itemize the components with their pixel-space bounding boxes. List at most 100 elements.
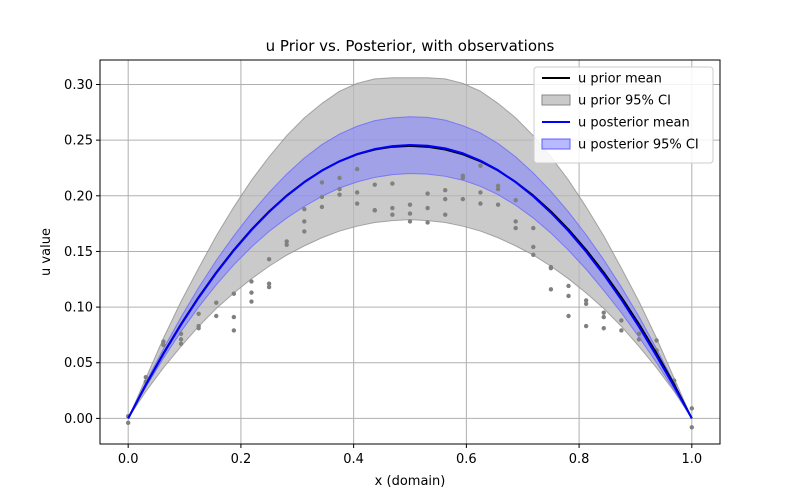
y-tick-label: 0.25 [64,134,93,149]
observation-point [302,229,307,234]
observation-point [689,425,695,430]
legend-label-u-prior-mean: u prior mean [578,72,662,87]
y-tick-label: 0.30 [64,78,93,93]
observation-point [425,191,430,196]
observation-point [214,313,219,319]
observation-point [390,181,395,186]
observation-point [161,342,166,348]
observation-point [478,163,483,168]
x-axis-ticks: 0.0 0.2 0.4 0.6 0.8 1.0 [118,444,702,467]
observation-point [425,220,430,225]
observation-point [196,323,201,329]
u-posterior-mean-line [127,144,693,419]
legend-swatch-u-prior-95-ci [541,94,571,106]
observation-point [284,242,289,247]
observation-point [636,337,642,342]
observation-point [337,186,342,192]
observation-point [495,186,501,192]
y-tick-label: 0.20 [64,189,93,204]
observation-point [319,180,325,185]
observation-point [249,290,254,295]
observation-point [354,166,360,172]
observation-point [619,318,624,323]
observation-point [178,337,184,342]
observation-point [583,301,589,306]
observation-point [601,314,606,320]
observation-point [636,331,642,337]
observation-point [231,328,237,333]
x-tick-label: 0.2 [231,452,252,467]
y-axis-ticks: 0.00 0.05 0.10 0.15 0.20 0.25 0.30 [64,78,100,427]
observation-point [601,326,606,331]
x-tick-label: 0.6 [456,452,477,467]
observation-point [443,196,448,202]
observation-point [566,313,571,319]
chart-title: u Prior vs. Posterior, with observations [266,37,555,55]
y-tick-label: 0.00 [64,412,93,427]
observation-point [460,173,466,178]
x-tick-label: 1.0 [681,452,702,467]
observation-point [161,339,166,344]
observation-point [443,188,448,193]
observation-point [302,219,307,224]
observation-point [337,192,342,197]
observation-point [354,190,360,195]
y-tick-label: 0.05 [64,356,93,371]
observation-point [689,406,695,411]
observation-point [583,323,589,329]
observation-point [407,202,413,207]
observation-point [178,341,184,347]
mean-lines [127,144,693,419]
observation-point [319,204,325,210]
observation-point [390,205,395,211]
observation-point [390,212,395,217]
observation-point [249,299,254,304]
observation-point [531,252,536,257]
legend-label-u-prior-95-ci: u prior 95% CI [578,94,671,109]
observation-point [566,283,571,289]
observation-point [196,311,201,316]
observation-point [214,300,219,305]
observation-point [495,183,501,188]
observation-point [495,202,501,207]
observation-point [425,205,430,211]
observation-point [443,212,448,217]
observation-point [478,201,483,206]
observation-point [407,211,413,216]
observation-point [178,331,184,337]
legend-swatch-u-posterior-95-ci [541,138,571,150]
observation-point [231,314,237,320]
x-tick-label: 0.4 [343,452,364,467]
observation-point [654,338,659,343]
y-axis-label: u value [39,228,54,276]
observation-point [266,257,272,262]
observation-point [513,198,518,203]
observation-point [354,201,360,206]
observation-point [460,196,466,202]
observation-point [548,287,554,292]
observation-point [143,375,148,380]
observation-point [319,194,325,200]
observation-point [478,190,483,195]
observation-point [266,284,272,290]
observation-point [531,225,536,231]
observation-point [583,298,589,303]
legend-label-u-posterior-95-ci: u posterior 95% CI [578,138,699,153]
observation-point [513,225,518,231]
y-tick-label: 0.10 [64,301,93,316]
observation-point [302,206,307,212]
x-tick-label: 0.8 [569,452,590,467]
observations [125,163,695,430]
observation-point [407,219,413,224]
y-tick-label: 0.15 [64,245,93,260]
observation-point [601,310,606,315]
axes-frame [99,59,721,445]
legend-box [533,66,714,164]
observation-point [266,281,272,286]
x-tick-label: 0.0 [118,452,139,467]
observation-point [566,293,571,299]
observation-point [249,279,254,284]
x-axis-label: x (domain) [375,474,446,489]
observation-point [372,182,377,187]
